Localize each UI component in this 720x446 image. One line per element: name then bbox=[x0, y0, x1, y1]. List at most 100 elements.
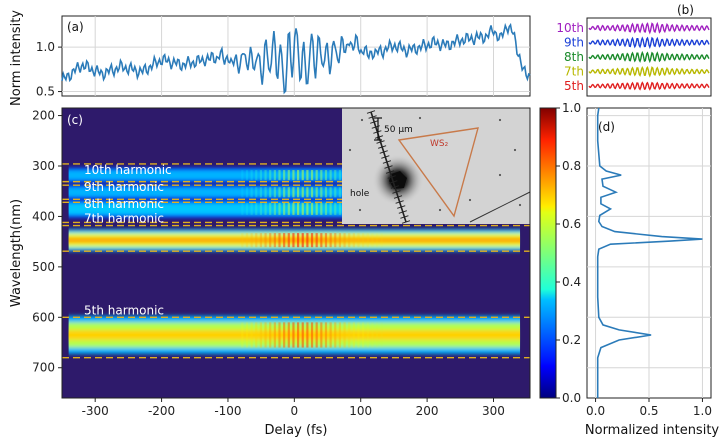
band-0-fringe--45 bbox=[264, 170, 267, 181]
band-3-fringe--73 bbox=[245, 233, 249, 248]
band-2-fringe--3 bbox=[292, 202, 295, 215]
band-3-fringe--45 bbox=[264, 233, 267, 248]
inset-speck-9 bbox=[348, 148, 352, 152]
ruler-tick-12 bbox=[385, 170, 395, 174]
panel-d-xlabel: Normalized intensity bbox=[585, 423, 720, 438]
band-4-fringe-81 bbox=[348, 322, 351, 348]
ruler-tick-16 bbox=[392, 190, 401, 194]
panel-c-xtick-label-0: -300 bbox=[82, 404, 109, 418]
panel-d-xtick-label-2: 1.0 bbox=[693, 404, 712, 418]
harmonic-label-4: 5th harmonic bbox=[84, 303, 164, 317]
band-2-fringe-32 bbox=[315, 202, 318, 215]
band-0-fringe--31 bbox=[273, 170, 276, 181]
band-2-fringe-4 bbox=[296, 202, 300, 215]
band-1-fringe--3 bbox=[292, 187, 295, 198]
band-3-fringe-74 bbox=[343, 233, 346, 248]
ruler-tick-5 bbox=[374, 135, 384, 139]
band-1-fringe-32 bbox=[315, 187, 318, 198]
band-0-fringe--38 bbox=[269, 170, 272, 181]
harmonic-label-2: 8th harmonic bbox=[84, 197, 164, 211]
colorbar-tick-label-1: 0.2 bbox=[562, 333, 581, 347]
band-1-fringe--59 bbox=[255, 187, 258, 198]
band-4-fringe--17 bbox=[283, 322, 286, 348]
panel-b-label: (b) bbox=[677, 3, 694, 17]
band-2-fringe-67 bbox=[338, 202, 342, 215]
band-0-fringe--66 bbox=[250, 170, 253, 181]
panel-a-ytick-label-1: 1.0 bbox=[36, 40, 55, 54]
band-1-fringe-67 bbox=[338, 187, 342, 198]
band-4-fringe--3 bbox=[292, 322, 295, 348]
panel-b-trace-7th bbox=[588, 65, 710, 78]
panel-b-label-8th: 8th bbox=[564, 50, 584, 64]
band-4-fringe-109 bbox=[366, 322, 369, 348]
inset-speck-6 bbox=[498, 173, 502, 177]
band-3-fringe--3 bbox=[292, 233, 295, 248]
band-2-fringe--24 bbox=[278, 202, 281, 215]
band-3-fringe--24 bbox=[278, 233, 281, 248]
inset-specks bbox=[348, 116, 522, 212]
inset-speck-7 bbox=[418, 116, 422, 120]
band-0-fringe--59 bbox=[255, 170, 258, 181]
band-3-fringe-81 bbox=[348, 233, 351, 248]
band-4-fringe-88 bbox=[352, 322, 355, 348]
panel-d-xtick-label-1: 0.5 bbox=[639, 404, 658, 418]
band-3-fringe-67 bbox=[338, 233, 342, 248]
inset-edge-line bbox=[469, 191, 531, 223]
harmonic-labels: 10th harmonic 9th harmonic 8th harmonic7th… bbox=[84, 163, 172, 317]
band-0-fringe--24 bbox=[278, 170, 281, 181]
band-3-fringe--17 bbox=[283, 233, 286, 248]
ruler-tick-19 bbox=[397, 205, 406, 209]
band-4-fringe-11 bbox=[301, 322, 304, 348]
band-2-fringe--17 bbox=[283, 202, 286, 215]
band-1-fringe--80 bbox=[241, 187, 244, 198]
panel-c-ylabel: Wavelength(nm) bbox=[9, 199, 24, 307]
band-1-fringe--52 bbox=[259, 187, 263, 198]
panel-c-label: (c) bbox=[67, 113, 83, 127]
panel-a-grid bbox=[62, 16, 530, 96]
band-2-fringe--73 bbox=[245, 202, 249, 215]
band-3-fringe--38 bbox=[269, 233, 272, 248]
band-0-fringe-11 bbox=[301, 170, 304, 181]
harmonic-label-1: 9th harmonic bbox=[84, 180, 164, 194]
band-2-fringe--10 bbox=[287, 202, 290, 215]
panel-a-label: (a) bbox=[67, 20, 84, 34]
panel-a-frame bbox=[61, 15, 531, 97]
band-3-fringe-102 bbox=[362, 233, 365, 248]
band-3-fringe--59 bbox=[255, 233, 258, 248]
band-4-fringe--59 bbox=[255, 322, 258, 348]
band-2-fringe--31 bbox=[273, 202, 276, 215]
band-4-fringe-18 bbox=[306, 322, 309, 348]
colorbar-tick-label-2: 0.4 bbox=[562, 275, 581, 289]
band-0-fringe-67 bbox=[338, 170, 342, 181]
band-4-fringe-32 bbox=[315, 322, 318, 348]
harmonic-label-0: 10th harmonic bbox=[84, 163, 172, 177]
ruler-tick-17 bbox=[393, 195, 403, 199]
ruler-tick-4 bbox=[373, 130, 382, 134]
panel-b-trace-9th bbox=[588, 36, 710, 50]
band-1-fringe--66 bbox=[250, 187, 253, 198]
panel-a-line bbox=[61, 22, 531, 95]
band-2-fringe-25 bbox=[310, 202, 314, 215]
band-4-fringe--24 bbox=[278, 322, 281, 348]
band-4-fringe--31 bbox=[273, 322, 276, 348]
inset-speck-5 bbox=[358, 208, 362, 212]
band-1-fringe-39 bbox=[320, 187, 323, 198]
band-0-fringe--3 bbox=[292, 170, 295, 181]
ws2-label: WS₂ bbox=[430, 139, 449, 149]
band-1-fringe--10 bbox=[287, 187, 290, 198]
band-2-fringe--66 bbox=[250, 202, 253, 215]
panel-c-xlabel: Delay (fs) bbox=[265, 423, 328, 438]
band-2-fringe-53 bbox=[329, 202, 332, 215]
ruler-tick-1 bbox=[368, 115, 377, 119]
band-3-fringe-88 bbox=[352, 233, 355, 248]
band-4-fringe-102 bbox=[362, 322, 365, 348]
panel-a: 0.5 1.0 (a) Norm intensity bbox=[9, 10, 531, 106]
band-1-fringe--31 bbox=[273, 187, 276, 198]
ruler-tick-11 bbox=[384, 165, 393, 169]
band-3-fringe--52 bbox=[259, 233, 263, 248]
band-3-fringe-123 bbox=[375, 233, 379, 248]
band-4-fringe--80 bbox=[241, 322, 244, 348]
band-2-fringe--45 bbox=[264, 202, 267, 215]
